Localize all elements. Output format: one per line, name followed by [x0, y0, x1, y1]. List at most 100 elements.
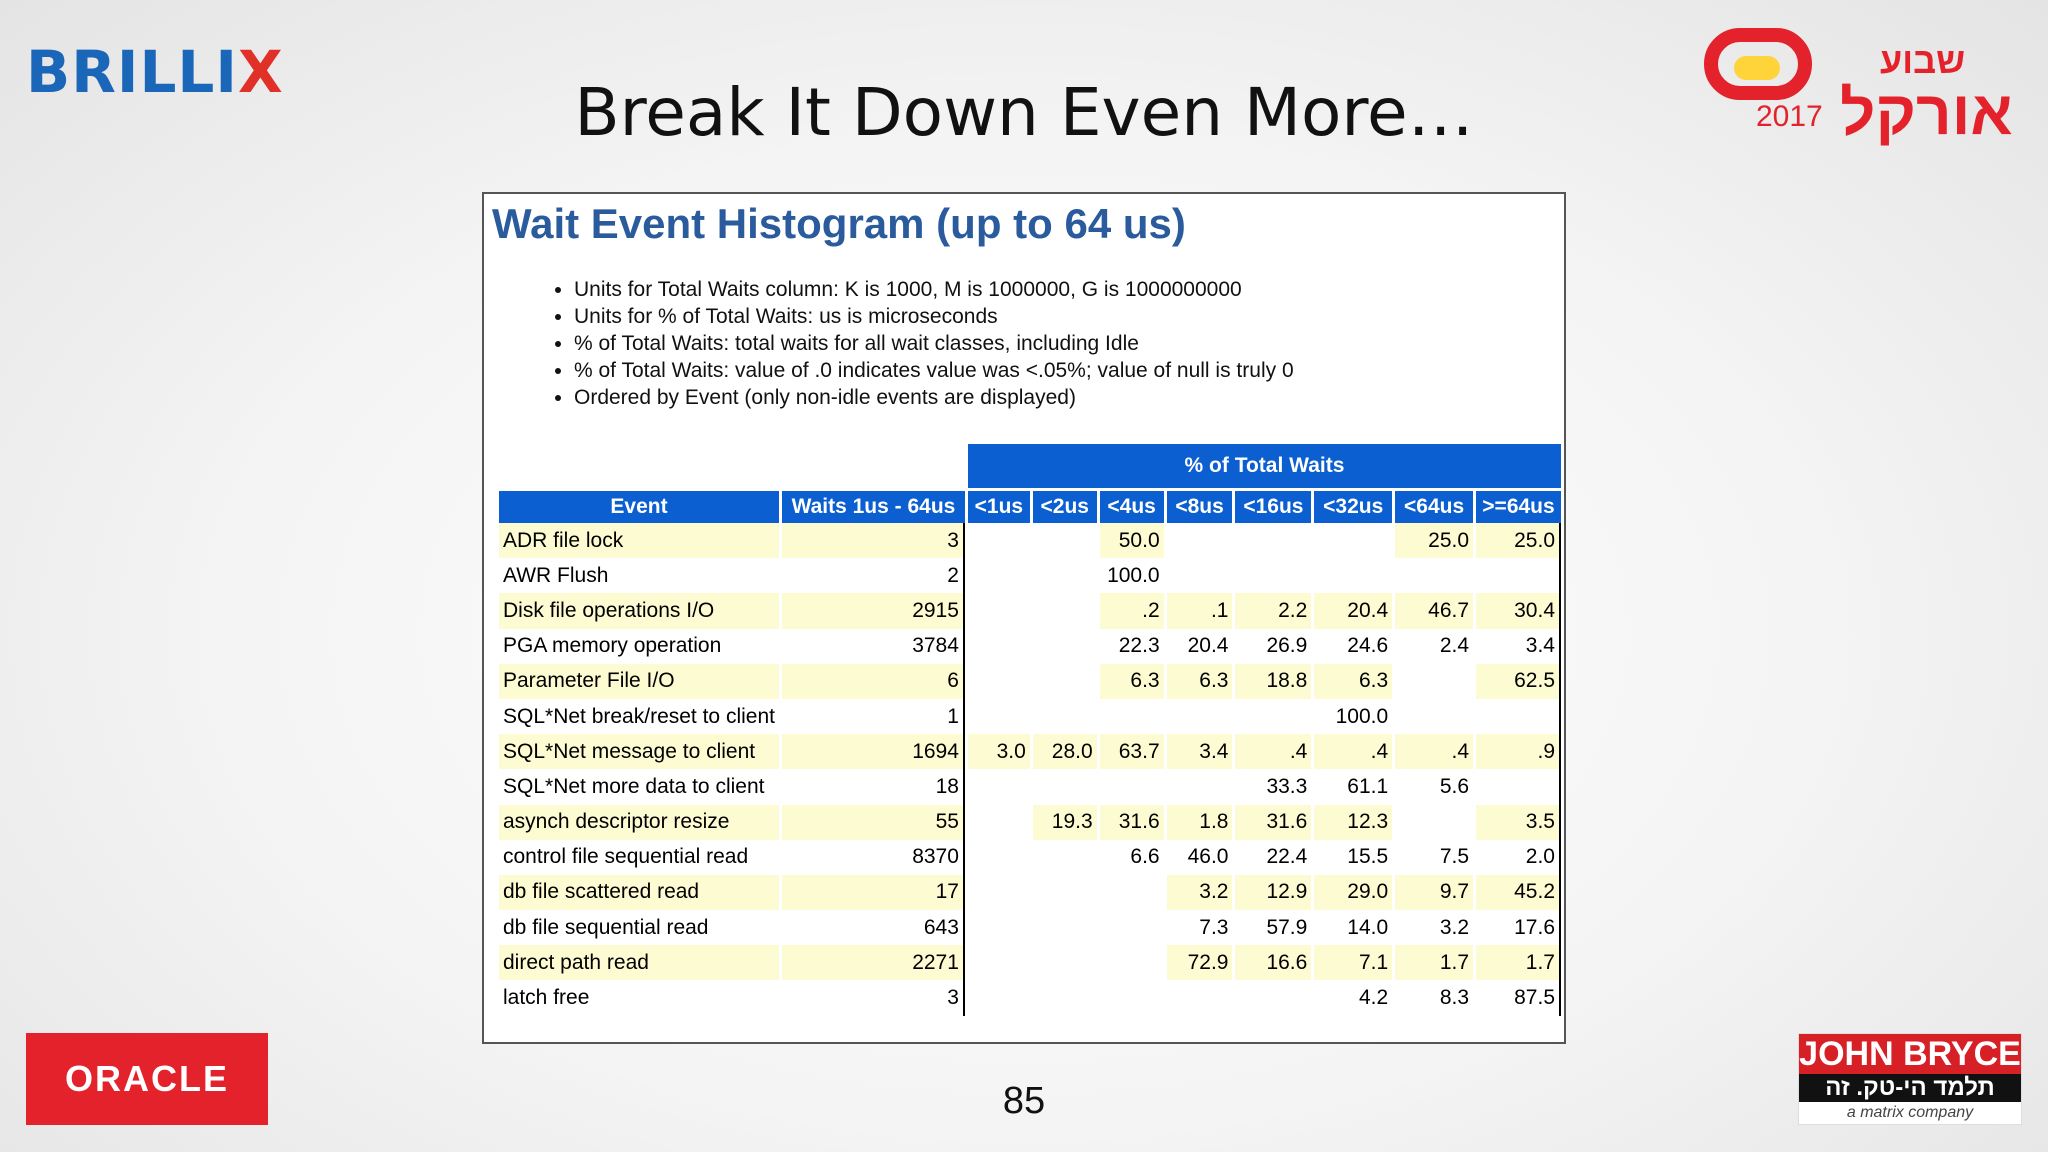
pct-cell: 25.0: [1395, 523, 1474, 559]
column-header: <64us: [1395, 488, 1474, 523]
pct-cell: [1033, 945, 1097, 980]
pct-cell: 3.0: [967, 734, 1030, 770]
table-row: AWR Flush 2 100.0: [499, 558, 1561, 594]
pct-cell: [1033, 699, 1097, 734]
page-number: 85: [1002, 1080, 1046, 1122]
brillix-logo: BRILLIX: [26, 38, 284, 106]
note-item: Units for Total Waits column: K is 1000,…: [574, 276, 1294, 303]
table-row: latch free 3 4.2 8.3 87.5: [499, 980, 1561, 1016]
pct-cell: 72.9: [1166, 945, 1233, 981]
note-item: % of Total Waits: total waits for all wa…: [574, 330, 1294, 357]
pct-cell: [1033, 980, 1097, 1015]
pct-cell: .4: [1314, 734, 1393, 770]
pct-cell: [1033, 523, 1097, 558]
pct-cell: [1167, 699, 1233, 734]
pct-cell: [1395, 805, 1473, 840]
pct-cell: [968, 945, 1030, 980]
table-body: ADR file lock 3 50.0 25.0 25.0 AWR Flush 2 100.…: [499, 523, 1561, 1016]
event-name-cell: AWR Flush: [499, 558, 779, 594]
event-name-cell: db file sequential read: [499, 910, 779, 946]
table-corner-blank: [499, 444, 965, 488]
pct-cell: [968, 769, 1030, 804]
pct-cell: [968, 558, 1030, 593]
waits-cell: 3784: [781, 628, 965, 664]
table-row: db file sequential read 643 7.3 57.9 14.0 3.2…: [499, 910, 1561, 946]
event-name-cell: db file scattered read: [499, 874, 779, 911]
john-bryce-logo: JOHN BRYCE תלמד הי-טק. זה עובד! a matrix…: [1798, 1033, 2022, 1129]
pct-cell: 2.0: [1476, 839, 1561, 875]
pct-cell: [968, 664, 1030, 699]
pct-cell: 61.1: [1314, 769, 1393, 805]
pct-cell: 20.4: [1314, 593, 1393, 629]
pct-cell: 31.6: [1099, 804, 1164, 840]
john-bryce-sub: a matrix company: [1846, 1104, 1974, 1121]
pct-cell: [968, 875, 1030, 910]
pct-cell: 3.2: [1166, 874, 1233, 911]
waits-cell: 17: [781, 874, 965, 911]
slide-title: Break It Down Even More…: [574, 74, 1474, 151]
john-bryce-name: JOHN BRYCE: [1799, 1034, 2021, 1074]
pct-cell: 15.5: [1314, 839, 1393, 875]
waits-cell: 2: [781, 558, 965, 594]
table-row: SQL*Net break/reset to client 1 100.0: [499, 698, 1561, 735]
note-item: % of Total Waits: value of .0 indicates …: [574, 357, 1294, 384]
pct-cell: 45.2: [1476, 874, 1561, 911]
oracle-week-logo: שבוע אורקל 2017: [1700, 22, 2030, 152]
pct-cell: 12.3: [1314, 804, 1393, 840]
pct-cell: 46.7: [1395, 593, 1474, 629]
pct-cell: .4: [1235, 734, 1312, 770]
pct-cell: [1100, 980, 1164, 1015]
pct-cell: 16.6: [1235, 945, 1312, 981]
pct-cell: 7.1: [1314, 945, 1393, 981]
table-row: Disk file operations I/O 2915 .2.1 2.2 20.4 4…: [499, 593, 1561, 629]
john-bryce-tagline: תלמד הי-טק. זה עובד!: [1799, 1074, 2021, 1129]
pct-cell: [1100, 769, 1164, 804]
pct-cell: [968, 840, 1030, 875]
pct-cell: 33.3: [1235, 769, 1312, 805]
pct-cell: 5.6: [1395, 769, 1474, 805]
table-row: control file sequential read 8370 6.6 46.0 2…: [499, 839, 1561, 875]
report-title: Wait Event Histogram (up to 64 us): [492, 200, 1186, 247]
pct-cell: 2.4: [1395, 628, 1474, 664]
pct-cell: 57.9: [1235, 910, 1312, 946]
pct-cell: [1476, 558, 1561, 594]
pct-cell: [1100, 910, 1164, 945]
column-header: >=64us: [1476, 488, 1561, 523]
oracle-week-heb-small: שבוע: [1880, 40, 1966, 81]
pct-cell: [1033, 875, 1097, 910]
pct-cell: 20.4: [1166, 628, 1233, 664]
pct-cell: 100.0: [1099, 558, 1164, 594]
pct-cell: 1.7: [1476, 945, 1561, 981]
pct-cell: 9.7: [1395, 874, 1474, 911]
pct-cell: 18.8: [1235, 663, 1312, 699]
table-row: db file scattered read 17 3.2 12.9 29.0 9.7 45…: [499, 874, 1561, 911]
pct-cell: [1100, 699, 1164, 734]
pct-cell: [968, 699, 1030, 734]
pct-cell: [1167, 980, 1233, 1015]
pct-cell: 6.3: [1314, 663, 1393, 699]
event-name-cell: Parameter File I/O: [499, 663, 779, 699]
event-name-cell: SQL*Net message to client: [499, 734, 779, 770]
pct-cell: [1167, 558, 1233, 593]
pct-cell: 4.2: [1314, 980, 1393, 1016]
event-name-cell: PGA memory operation: [499, 628, 779, 664]
pct-cell: 22.3: [1099, 628, 1164, 664]
pct-cell: [1033, 593, 1097, 628]
waits-cell: 2271: [781, 945, 965, 981]
pct-cell: [1033, 629, 1097, 664]
pct-cell: [1033, 558, 1097, 593]
event-name-cell: asynch descriptor resize: [499, 804, 779, 840]
column-header: <1us: [967, 488, 1030, 523]
pct-cell: 100.0: [1314, 698, 1393, 735]
pct-cell: 7.5: [1395, 839, 1474, 875]
table-row: SQL*Net more data to client 18 33.3 61.1 5.6: [499, 769, 1561, 805]
event-name-cell: latch free: [499, 980, 779, 1016]
pct-cell: 2.2: [1235, 593, 1312, 629]
pct-cell: [1476, 769, 1561, 805]
pct-cell: 6.3: [1099, 663, 1164, 699]
pct-cell: [1033, 910, 1097, 945]
pct-cell: [968, 805, 1030, 840]
oracle-week-year: 2017: [1756, 100, 1823, 133]
pct-cell: 3.2: [1395, 910, 1474, 946]
waits-cell: 3: [781, 980, 965, 1016]
